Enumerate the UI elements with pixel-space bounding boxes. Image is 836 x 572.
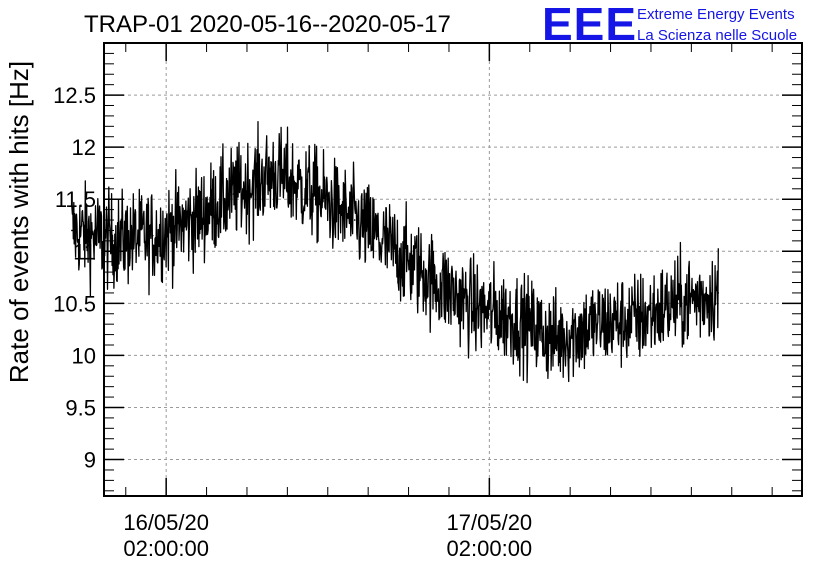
- y-axis-label: Rate of events with hits [Hz]: [4, 61, 34, 383]
- data-point: [192, 219, 194, 221]
- x-tick-time-label: 02:00:00: [447, 536, 533, 561]
- logo-line-1: Extreme Energy Events: [637, 6, 795, 23]
- chart-title: TRAP-01 2020-05-16--2020-05-17: [84, 11, 451, 38]
- data-point: [717, 292, 720, 294]
- plot-frame: [103, 42, 803, 497]
- data-point: [515, 318, 518, 320]
- eee-logo: EEE Extreme Energy Events La Scienza nel…: [542, 0, 797, 50]
- data-point: [151, 234, 154, 237]
- data-point: [313, 193, 316, 195]
- data-point: [273, 172, 275, 174]
- y-tick-label: 10.5: [53, 291, 96, 316]
- y-tick-label: 12: [72, 135, 96, 160]
- y-tick-label: 9: [84, 448, 96, 473]
- data-point: [475, 307, 477, 310]
- data-point: [596, 323, 598, 325]
- y-tick-label: 9.5: [65, 395, 96, 420]
- x-tick-time-label: 02:00:00: [123, 536, 209, 561]
- data-point: [555, 338, 558, 341]
- grid-lines: [104, 43, 802, 496]
- y-tick-label: 11.5: [55, 187, 96, 212]
- series-group: [71, 121, 720, 384]
- data-point: [636, 318, 639, 320]
- x-tick-date-label: 17/05/20: [447, 510, 533, 535]
- y-tick-label: 11: [73, 239, 96, 264]
- logo-mark: EEE: [542, 0, 637, 50]
- logo-line-2: La Scienza nelle Scuole: [637, 27, 797, 44]
- y-tick-labels: 9 9.5 10 10.5 11 11.5 12 12.5: [53, 83, 96, 472]
- data-point: [71, 229, 73, 232]
- series-trace: [71, 121, 719, 384]
- data-point: [232, 193, 235, 195]
- y-tick-label: 10: [72, 343, 96, 368]
- y-tick-label: 12.5: [53, 83, 96, 108]
- data-point: [677, 302, 679, 305]
- x-tick-date-label: 16/05/20: [123, 510, 209, 535]
- axis-ticks: [104, 43, 802, 496]
- data-point: [434, 281, 437, 284]
- data-point: [353, 219, 356, 221]
- data-point: [394, 250, 396, 253]
